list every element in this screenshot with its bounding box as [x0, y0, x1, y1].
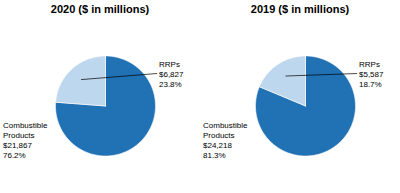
- svg-text:CombustibleProducts$24,21881.3: CombustibleProducts$24,21881.3%: [203, 121, 248, 160]
- svg-text:RRPs$6,82723.8%: RRPs$6,82723.8%: [159, 60, 184, 89]
- svg-text:CombustibleProducts$21,86776.2: CombustibleProducts$21,86776.2%: [3, 121, 48, 160]
- html-text:2019 ($ in millions): 2019 ($ in millions): [250, 3, 350, 15]
- svg-text:RRPs$5,58718.7%: RRPs$5,58718.7%: [359, 60, 384, 89]
- html-text:2020 ($ in millions): 2020 ($ in millions): [50, 3, 150, 15]
